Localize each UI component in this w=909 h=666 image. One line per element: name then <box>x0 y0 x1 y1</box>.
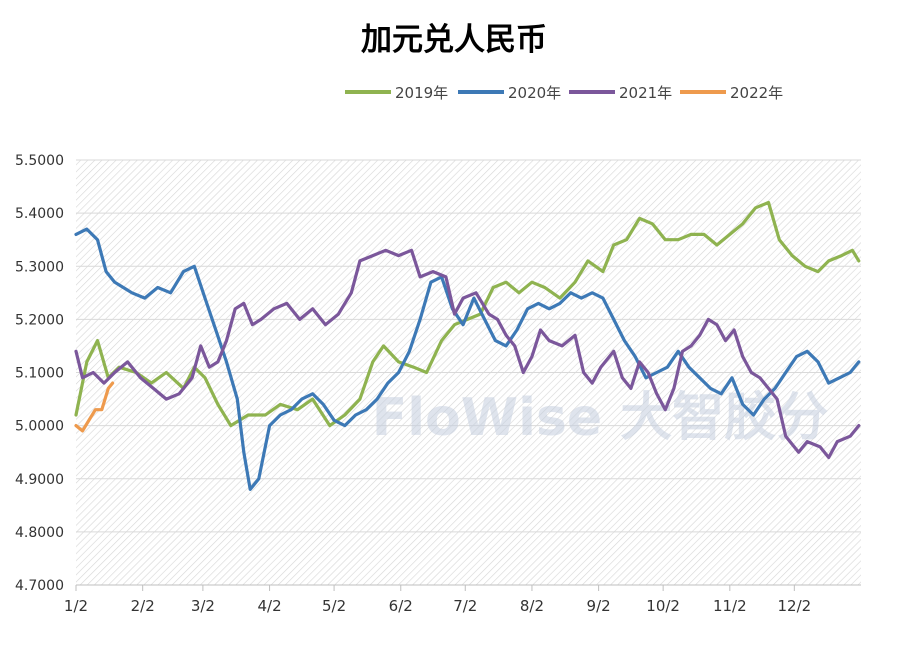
x-axis: 1/2 2/2 3/2 4/2 5/2 6/2 7/2 8/2 9/2 10/2 11/2 12/2 <box>64 584 861 615</box>
x-tick-label: 8/2 <box>520 597 544 615</box>
x-tick-label: 3/2 <box>191 597 215 615</box>
legend-label: 2021年 <box>619 84 672 102</box>
y-tick-label: 5.3000 <box>15 259 64 275</box>
y-tick-label: 5.0000 <box>15 419 64 435</box>
x-tick-label: 1/2 <box>64 597 88 615</box>
x-tick-label: 11/2 <box>713 597 747 615</box>
y-axis: 5.5000 5.4000 5.3000 5.2000 5.1000 5.0000 4.90… <box>15 153 64 594</box>
series-line-2019年 <box>74 200 861 428</box>
y-tick-label: 4.9000 <box>15 472 64 488</box>
y-tick-label: 5.4000 <box>15 206 64 222</box>
y-tick-label: 4.8000 <box>15 525 64 541</box>
x-tick-label: 9/2 <box>587 597 611 615</box>
y-tick-label: 5.5000 <box>15 153 64 169</box>
legend-label: 2020年 <box>508 84 561 102</box>
x-tick-label: 6/2 <box>389 597 413 615</box>
x-tick-label: 4/2 <box>257 597 281 615</box>
series-line-2022年 <box>74 381 115 433</box>
legend-label: 2022年 <box>730 84 783 102</box>
y-tick-label: 5.2000 <box>15 312 64 328</box>
watermark: FloWise 大智胶分 <box>372 388 829 448</box>
chart-title: 加元兑人民币 <box>361 22 547 58</box>
y-tick-label: 4.7000 <box>15 578 64 594</box>
series-line-2021年 <box>74 248 861 460</box>
x-tick-label: 2/2 <box>131 597 155 615</box>
x-tick-label: 12/2 <box>777 597 811 615</box>
series-layer <box>74 200 861 491</box>
series-line-2020年 <box>74 227 861 491</box>
gridlines <box>76 159 861 586</box>
x-tick-label: 10/2 <box>646 597 680 615</box>
legend-label: 2019年 <box>395 84 448 102</box>
x-tick-label: 7/2 <box>453 597 477 615</box>
legend: 2019年 2020年 2021年 2022年 <box>345 84 783 102</box>
y-tick-label: 5.1000 <box>15 366 64 382</box>
x-tick-label: 5/2 <box>322 597 346 615</box>
